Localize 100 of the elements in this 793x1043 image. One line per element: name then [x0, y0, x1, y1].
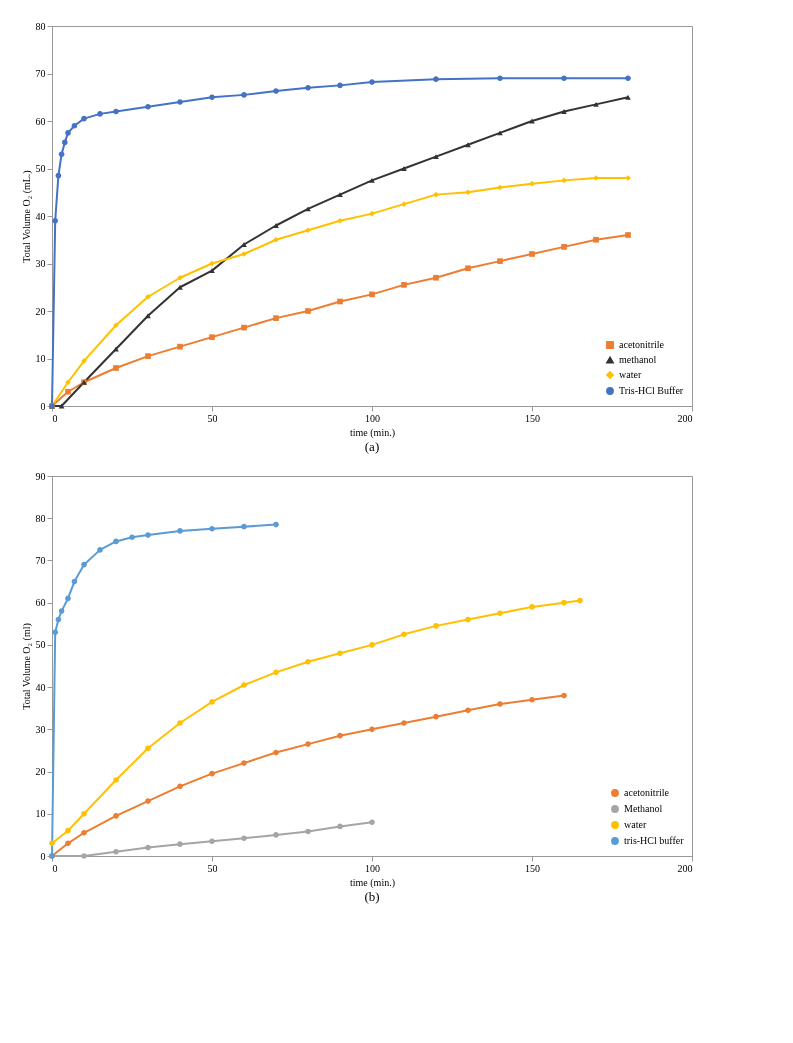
point	[273, 223, 279, 228]
point	[369, 177, 375, 183]
point	[65, 379, 71, 386]
point	[593, 101, 599, 107]
point	[465, 189, 471, 196]
point	[209, 260, 215, 267]
y-tick-label: 80	[35, 20, 46, 32]
y-tick-label: 20	[35, 766, 46, 778]
point	[561, 244, 567, 250]
y-tick-label: 30	[35, 723, 46, 735]
legend-label: acetonitrile	[619, 339, 665, 350]
point	[145, 293, 151, 300]
point	[113, 322, 119, 329]
point	[625, 232, 631, 238]
point	[273, 88, 279, 94]
y-tick-label: 50	[35, 639, 46, 651]
y-axis-title: Total Volume O₂ (ml)	[20, 623, 33, 710]
point	[337, 217, 343, 224]
y-tick-label: 60	[35, 597, 46, 609]
point	[241, 324, 247, 331]
legend-label: tris-HCl buffer	[624, 835, 685, 846]
y-tick-label: 40	[35, 681, 46, 693]
point	[113, 777, 119, 783]
point	[369, 210, 375, 217]
point	[497, 701, 503, 707]
point	[241, 242, 247, 247]
legend-label: Tris-HCl Buffer	[619, 385, 684, 396]
text: (b)	[364, 889, 380, 904]
point	[177, 720, 183, 726]
point	[401, 720, 407, 726]
x-tick-label: 200	[677, 412, 693, 424]
point	[305, 308, 311, 314]
point	[561, 177, 567, 184]
y-tick-label: 10	[35, 353, 46, 364]
point	[433, 154, 439, 160]
point	[177, 343, 183, 350]
point	[337, 298, 343, 305]
point	[273, 236, 279, 243]
text: (a)	[364, 439, 380, 454]
point	[177, 284, 183, 290]
point	[61, 139, 68, 146]
x-tick-label: 0	[52, 412, 58, 424]
x-tick-label: 0	[52, 862, 58, 874]
point	[305, 741, 311, 747]
y-tick-label: 40	[35, 210, 46, 222]
x-tick-label: 100	[365, 412, 380, 424]
legend-label: methanol	[619, 354, 657, 365]
point	[369, 291, 375, 298]
point	[529, 180, 535, 187]
point	[497, 184, 503, 191]
point	[497, 258, 503, 264]
point	[433, 191, 439, 198]
y-tick-label: 10	[35, 808, 46, 820]
y-tick-label: 30	[35, 258, 46, 269]
x-tick-label: 50	[207, 412, 218, 424]
point	[625, 94, 631, 100]
point	[401, 282, 407, 288]
legend-label: water	[619, 369, 642, 380]
point	[177, 99, 183, 105]
point	[65, 388, 71, 395]
point	[369, 79, 375, 85]
point	[305, 227, 311, 234]
x-axis-title: time (min.)	[350, 426, 395, 439]
x-tick-label: 150	[525, 412, 540, 424]
x-tick-label: 100	[365, 862, 380, 874]
point	[561, 109, 567, 114]
y-tick-label: 50	[35, 163, 46, 174]
point	[209, 334, 215, 340]
x-axis-title: time (min.)	[350, 876, 395, 889]
x-tick-label: 150	[525, 862, 540, 874]
point	[58, 151, 65, 158]
point	[241, 682, 247, 688]
point	[145, 532, 151, 538]
legend-label: Methanol	[624, 803, 663, 814]
point	[177, 274, 183, 281]
legend-label: water	[624, 819, 647, 830]
point	[337, 192, 343, 198]
point	[209, 268, 215, 274]
point	[71, 122, 78, 129]
x-tick-label: 50	[207, 862, 218, 874]
point	[273, 315, 279, 321]
point	[58, 608, 65, 614]
point	[145, 353, 151, 359]
point	[241, 760, 247, 766]
x-tick-label: 200	[677, 862, 693, 874]
y-tick-label: 70	[35, 554, 46, 566]
point	[529, 251, 535, 257]
y-tick-label: 90	[35, 470, 46, 482]
point	[593, 236, 599, 243]
point	[465, 265, 471, 272]
point	[433, 274, 439, 281]
y-axis-title: Total Volume O₂ (mL.)	[20, 170, 33, 263]
y-tick-label: 0	[40, 850, 46, 862]
y-tick-label: 70	[35, 68, 46, 79]
legend-label: acetonitrile	[624, 787, 670, 798]
y-tick-label: 0	[40, 400, 46, 412]
point	[113, 365, 119, 371]
point	[401, 166, 407, 171]
point	[81, 853, 87, 859]
point	[145, 798, 151, 804]
